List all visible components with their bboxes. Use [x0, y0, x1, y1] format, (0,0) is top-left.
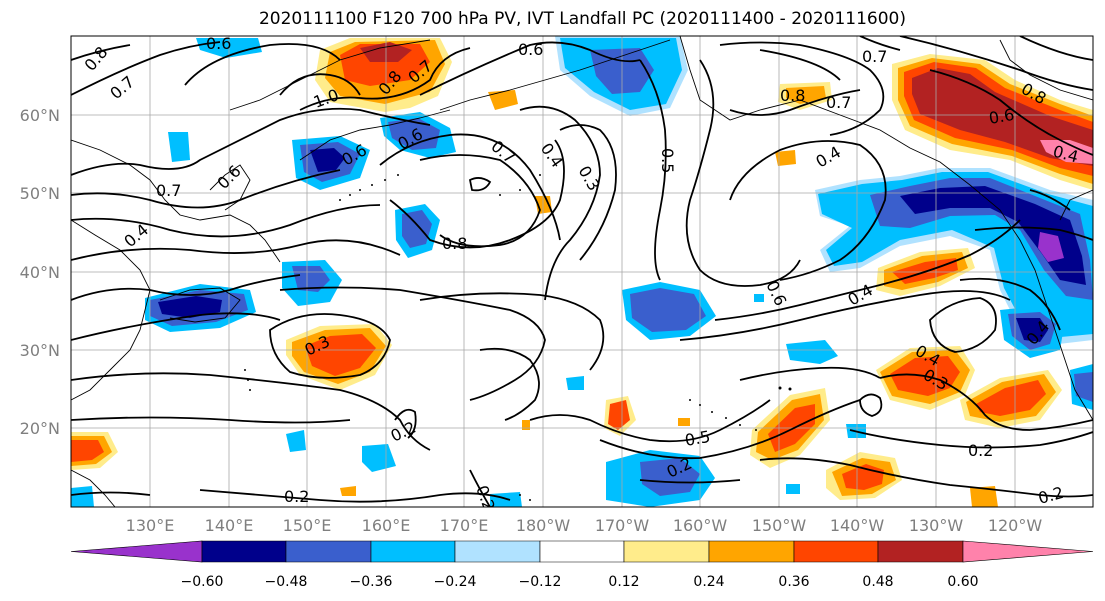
colorbar-tick-label: −0.60 — [181, 574, 224, 590]
colorbar-segment — [623, 540, 710, 563]
contour-label: 0.2 — [284, 487, 309, 506]
colorbar-tick-label: −0.24 — [434, 574, 477, 590]
lat-tick-label: 20°N — [20, 419, 60, 438]
lat-tick-label: 30°N — [20, 341, 60, 360]
colorbar-tick-labels: −0.60 −0.48 −0.36 −0.24 −0.12 0.12 0.24 … — [181, 574, 979, 590]
island-chains — [244, 174, 792, 501]
lon-tick-label: 130°E — [126, 516, 175, 535]
lon-tick-label: 180°W — [516, 516, 571, 535]
map-title: 2020111100 F120 700 hPa PV, IVT Landfall… — [258, 9, 906, 29]
lon-tick-label: 160°E — [362, 516, 411, 535]
lon-tick-label: 120°W — [988, 516, 1043, 535]
contour-label: 0.8 — [780, 86, 805, 105]
lon-tick-label: 150°E — [283, 516, 332, 535]
lon-tick-label: 170°W — [595, 516, 650, 535]
contour-label: 0.7 — [156, 181, 181, 200]
contour-label: 0.6 — [987, 105, 1015, 128]
lat-tick-label: 40°N — [20, 263, 60, 282]
contour-label: 0.7 — [826, 93, 851, 112]
colorbar: −0.60 −0.48 −0.36 −0.24 −0.12 0.12 0.24 … — [70, 540, 1094, 590]
contour-label: 0.6 — [518, 40, 543, 59]
colorbar-segment — [201, 540, 287, 563]
lat-tick-label: 50°N — [20, 184, 60, 203]
colorbar-segment — [370, 540, 456, 563]
positive-anomaly-fills — [71, 38, 1093, 507]
colorbar-segment — [708, 540, 795, 563]
colorbar-segment — [285, 540, 372, 563]
colorbar-segment — [793, 540, 879, 563]
map-frame — [70, 35, 1094, 508]
contour-label: 0.7 — [862, 47, 887, 66]
map-gridlines — [71, 36, 1093, 507]
lon-tick-labels: 130°E 140°E 150°E 160°E 170°E 180°W 170°… — [126, 516, 1043, 535]
lon-tick-label: 130°W — [909, 516, 964, 535]
colorbar-segments — [70, 540, 1094, 563]
lon-tick-label: 170°E — [440, 516, 489, 535]
lon-tick-label: 140°E — [205, 516, 254, 535]
contour-label: 0.5 — [658, 148, 677, 173]
colorbar-tick-label: −0.48 — [265, 574, 308, 590]
colorbar-segment — [962, 540, 1094, 563]
contour-label: 0.8 — [442, 234, 467, 253]
colorbar-tick-label: 0.12 — [608, 574, 639, 590]
lon-tick-label: 150°W — [752, 516, 807, 535]
colorbar-tick-label: 0.48 — [862, 574, 893, 590]
colorbar-tick-label: −0.12 — [519, 574, 562, 590]
colorbar-tick-label: −0.36 — [350, 574, 393, 590]
lon-tick-label: 160°W — [673, 516, 728, 535]
colorbar-tick-label: 0.36 — [778, 574, 809, 590]
colorbar-segment — [70, 540, 203, 563]
contour-label: 0.5 — [683, 427, 711, 450]
colorbar-segment — [454, 540, 541, 563]
lat-tick-label: 60°N — [20, 106, 60, 125]
colorbar-tick-label: 0.60 — [947, 574, 978, 590]
colorbar-segment — [877, 540, 964, 563]
colorbar-segment — [539, 540, 625, 563]
pv-contours — [71, 36, 1093, 507]
lon-tick-label: 140°W — [830, 516, 885, 535]
colorbar-tick-label: 0.24 — [693, 574, 724, 590]
negative-anomaly-fills — [71, 36, 1093, 507]
lat-tick-labels: 60°N 50°N 40°N 30°N 20°N — [20, 106, 60, 438]
contour-label: 0.6 — [206, 34, 231, 53]
contour-label: 0.2 — [968, 441, 993, 460]
